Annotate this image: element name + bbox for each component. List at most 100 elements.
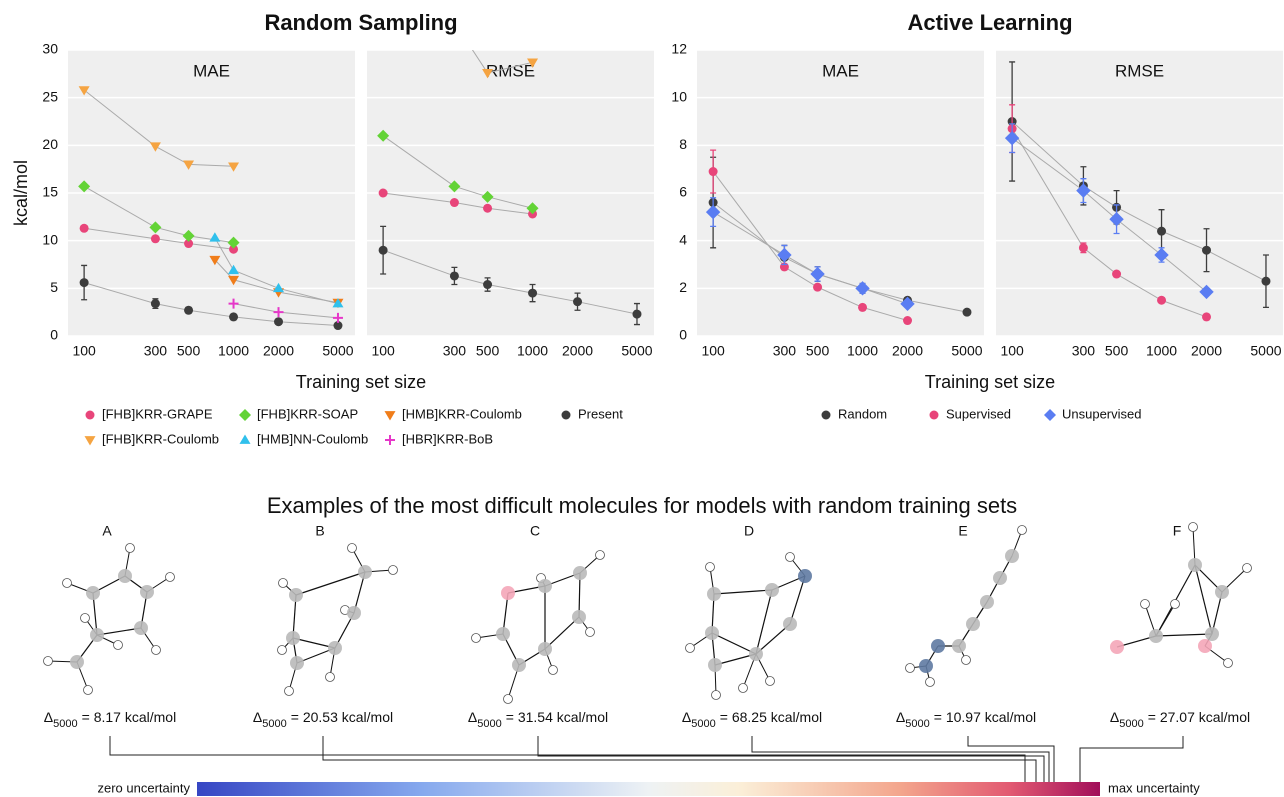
heavy-atom — [512, 658, 526, 672]
y-tick-label: 6 — [679, 184, 687, 200]
legend-label: [HBR]KRR-BoB — [402, 431, 493, 446]
y-tick-label: 10 — [671, 88, 687, 104]
x-tick-label: 300 — [443, 343, 467, 359]
x-tick-label: 5000 — [1250, 343, 1281, 359]
heavy-atom — [798, 569, 812, 583]
hydrogen-atom — [126, 544, 135, 553]
molecule-label: B — [315, 523, 324, 539]
legend-label: [HMB]KRR-Coulomb — [402, 406, 522, 421]
y-tick-label: 5 — [50, 279, 58, 295]
delta-value: = 31.54 kcal/mol — [506, 709, 608, 725]
legend-marker — [562, 411, 571, 420]
figure: 051015202530100300500100020005000MAE1003… — [0, 0, 1284, 797]
y-tick-label: 15 — [42, 184, 58, 200]
molecule-label: C — [530, 523, 540, 539]
x-tick-label: 500 — [806, 343, 830, 359]
legend-marker — [385, 435, 395, 445]
heavy-atom — [1005, 549, 1019, 563]
x-axis-label: Training set size — [296, 372, 426, 392]
delta-symbol: Δ — [253, 709, 262, 725]
x-tick-label: 1000 — [1146, 343, 1177, 359]
delta-symbol: Δ — [682, 709, 691, 725]
x-tick-label: 5000 — [951, 343, 982, 359]
colorbar-max-label: max uncertainty — [1108, 780, 1200, 795]
panel-title: MAE — [193, 61, 230, 80]
panel-title: RMSE — [486, 61, 535, 80]
hydrogen-atom — [962, 656, 971, 665]
marker — [903, 316, 912, 325]
hydrogen-atom — [1189, 523, 1198, 532]
marker — [184, 306, 193, 315]
marker — [709, 167, 718, 176]
delta-subscript: 5000 — [905, 718, 929, 730]
heavy-atom — [501, 586, 515, 600]
x-tick-label: 1000 — [847, 343, 878, 359]
delta-value: = 8.17 kcal/mol — [82, 709, 177, 725]
molecule-label: D — [744, 523, 754, 539]
heavy-atom — [1149, 629, 1163, 643]
legend-marker — [930, 411, 939, 420]
x-tick-label: 2000 — [263, 343, 294, 359]
x-tick-label: 100 — [701, 343, 725, 359]
legend-marker — [822, 411, 831, 420]
legend-label: [FHB]KRR-GRAPE — [102, 406, 213, 421]
legend-marker — [240, 435, 251, 444]
heavy-atom — [90, 628, 104, 642]
hydrogen-atom — [389, 566, 398, 575]
heavy-atom — [538, 579, 552, 593]
heavy-atom — [118, 569, 132, 583]
heavy-atom — [952, 639, 966, 653]
x-tick-label: 300 — [773, 343, 797, 359]
delta-value: = 68.25 kcal/mol — [720, 709, 822, 725]
delta-label: Δ5000 = 68.25 kcal/mol — [682, 709, 822, 730]
heavy-atom — [328, 641, 342, 655]
hydrogen-atom — [114, 641, 123, 650]
heavy-atom — [538, 642, 552, 656]
heavy-atom — [86, 586, 100, 600]
y-tick-label: 4 — [679, 231, 687, 247]
hydrogen-atom — [739, 684, 748, 693]
hydrogen-atom — [472, 634, 481, 643]
y-tick-label: 0 — [679, 327, 687, 343]
hydrogen-atom — [278, 646, 287, 655]
x-tick-label: 300 — [1072, 343, 1096, 359]
delta-subscript: 5000 — [1119, 718, 1143, 730]
hydrogen-atom — [1141, 600, 1150, 609]
marker — [528, 289, 537, 298]
marker — [483, 204, 492, 213]
delta-symbol: Δ — [468, 709, 477, 725]
hydrogen-atom — [586, 628, 595, 637]
marker — [1261, 277, 1270, 286]
delta-subscript: 5000 — [477, 718, 501, 730]
marker — [80, 278, 89, 287]
hydrogen-atom — [504, 695, 513, 704]
legend-label: Supervised — [946, 406, 1011, 421]
hydrogen-atom — [348, 544, 357, 553]
x-tick-label: 1000 — [218, 343, 249, 359]
marker — [858, 303, 867, 312]
marker — [632, 310, 641, 319]
x-tick-label: 500 — [476, 343, 500, 359]
y-tick-label: 12 — [671, 41, 687, 57]
legend-marker — [385, 411, 396, 420]
delta-label: Δ5000 = 31.54 kcal/mol — [468, 709, 608, 730]
legend-marker — [85, 436, 96, 445]
heavy-atom — [70, 655, 84, 669]
hydrogen-atom — [285, 687, 294, 696]
hydrogen-atom — [166, 573, 175, 582]
heavy-atom — [993, 571, 1007, 585]
marker — [1112, 270, 1121, 279]
marker — [813, 283, 822, 292]
group-title: Active Learning — [907, 10, 1072, 35]
panel-title: RMSE — [1115, 61, 1164, 80]
heavy-atom — [358, 565, 372, 579]
heavy-atom — [783, 617, 797, 631]
legend-marker — [1044, 409, 1056, 421]
delta-value: = 27.07 kcal/mol — [1148, 709, 1250, 725]
marker — [1202, 312, 1211, 321]
heavy-atom — [140, 585, 154, 599]
section-title: Examples of the most difficult molecules… — [267, 493, 1017, 518]
delta-subscript: 5000 — [691, 718, 715, 730]
legend-label: Present — [578, 406, 623, 421]
marker — [151, 299, 160, 308]
